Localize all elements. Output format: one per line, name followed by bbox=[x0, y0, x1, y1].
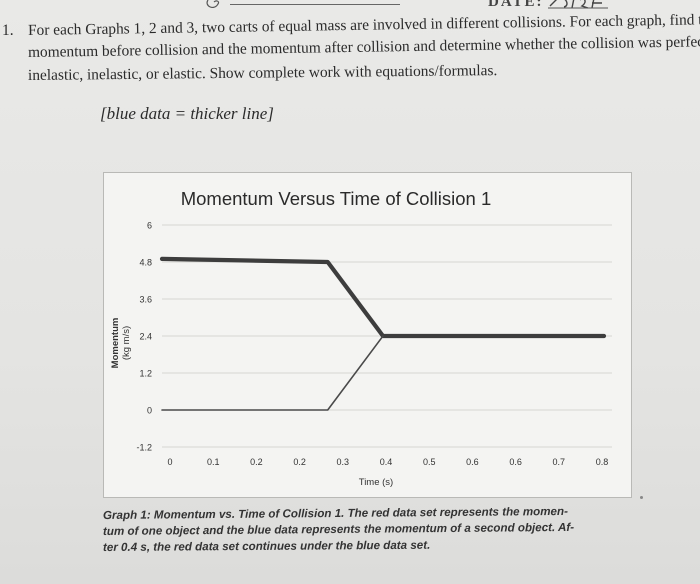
x-tick-label: 0.3 bbox=[337, 457, 350, 467]
x-tick-label: 0 bbox=[167, 457, 172, 467]
header-rule bbox=[230, 4, 400, 5]
y-axis-ticks: 6 4.8 3.6 2.4 1.2 0 -1.2 bbox=[136, 221, 152, 453]
x-tick-label: 0.1 bbox=[207, 457, 220, 467]
caption-line-3: ter 0.4 s, the red data set continues un… bbox=[103, 536, 643, 556]
x-axis-label: Time (s) bbox=[359, 477, 393, 488]
problem-number: 1. bbox=[2, 20, 14, 41]
y-tick-label: 4.8 bbox=[139, 258, 152, 268]
x-tick-label: 0.6 bbox=[509, 457, 522, 467]
date-label: DATE: bbox=[488, 0, 544, 11]
momentum-chart: Momentum Versus Time of Collision 1 6 4.8… bbox=[103, 172, 632, 498]
figure-caption: Graph 1: Momentum vs. Time of Collision … bbox=[103, 508, 643, 556]
handwritten-date bbox=[548, 0, 608, 10]
x-tick-label: 0.2 bbox=[293, 457, 306, 467]
x-tick-label: 0.4 bbox=[380, 457, 393, 467]
chart-series bbox=[162, 259, 604, 410]
x-tick-label: 0.5 bbox=[423, 457, 436, 467]
x-tick-label: 0.7 bbox=[553, 457, 566, 467]
handwriting-mark bbox=[200, 0, 230, 12]
y-tick-label: 1.2 bbox=[139, 369, 152, 379]
chart-canvas: Momentum Versus Time of Collision 1 6 4.8… bbox=[104, 173, 633, 499]
x-axis-ticks: 0 0.1 0.2 0.2 0.3 0.4 0.5 0.6 0.6 0.7 0.8 bbox=[167, 457, 608, 467]
y-tick-label: 2.4 bbox=[139, 332, 152, 342]
y-tick-label: 3.6 bbox=[139, 295, 152, 305]
x-tick-label: 0.6 bbox=[466, 457, 479, 467]
y-axis-label-line-1: Momentum bbox=[110, 318, 121, 369]
paper-speck bbox=[640, 496, 643, 499]
y-axis-label-line-2: (kg m/s) bbox=[121, 326, 132, 360]
y-tick-label: 0 bbox=[147, 406, 152, 416]
y-tick-label: -1.2 bbox=[136, 443, 152, 453]
series-line-thick bbox=[162, 259, 604, 336]
x-tick-label: 0.8 bbox=[596, 457, 609, 467]
y-tick-label: 6 bbox=[147, 221, 152, 231]
y-axis-label: Momentum (kg m/s) bbox=[110, 318, 132, 369]
chart-title: Momentum Versus Time of Collision 1 bbox=[181, 188, 492, 209]
legend-hint: [blue data = thicker line] bbox=[100, 104, 274, 124]
x-tick-label: 0.2 bbox=[250, 457, 263, 467]
problem-line-3: inelastic, inelastic, or elastic. Show c… bbox=[28, 60, 498, 86]
